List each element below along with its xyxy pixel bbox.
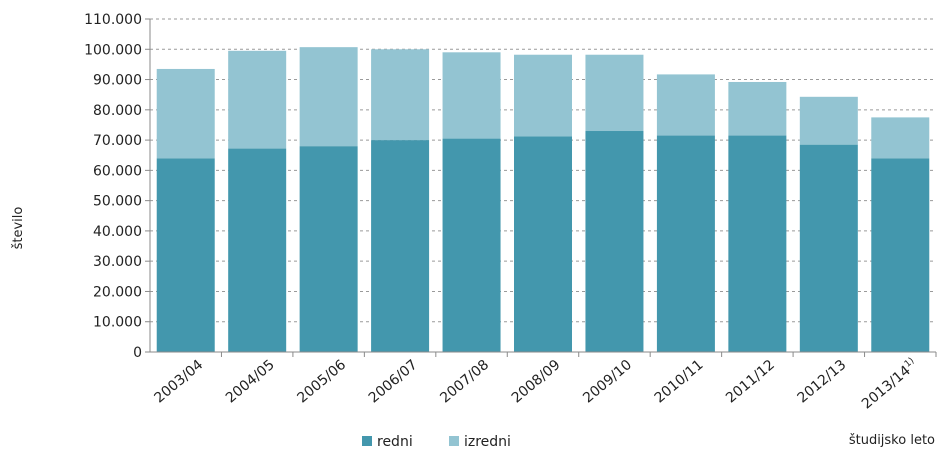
- x-tick-label: 2008/09: [509, 357, 564, 407]
- bar-izredni-3: [371, 49, 430, 141]
- legend-swatch-redni: [362, 436, 372, 446]
- legend-swatch-izredni: [449, 436, 459, 446]
- legend-label-izredni: izredni: [464, 434, 511, 450]
- bar-redni-3: [371, 140, 430, 352]
- y-tick-label: 90.000: [93, 73, 142, 89]
- y-tick-label: 20.000: [93, 284, 142, 300]
- x-tick-label: 2009/10: [580, 357, 635, 407]
- x-axis-title: študijsko leto: [849, 433, 935, 448]
- bar-redni-8: [728, 135, 787, 352]
- bar-redni-4: [442, 138, 501, 352]
- x-tick-label: 2003/04: [151, 357, 206, 407]
- y-tick-label: 70.000: [93, 133, 142, 149]
- bar-izredni-4: [442, 52, 501, 139]
- x-tick-label-text: 2006/07: [366, 357, 421, 407]
- bar-redni-6: [585, 131, 644, 352]
- x-tick-label-text: 2011/12: [723, 357, 778, 407]
- y-tick-label: 50.000: [93, 194, 142, 210]
- bar-redni-1: [228, 148, 287, 352]
- x-tick-label-text: 2005/06: [294, 357, 349, 407]
- bar-izredni-1: [228, 50, 287, 149]
- x-tick-label: 2007/08: [437, 357, 492, 407]
- bar-izredni-5: [514, 54, 572, 137]
- x-tick-label-text: 2009/10: [580, 357, 635, 407]
- x-tick-label: 2012/13: [795, 357, 850, 407]
- bar-izredni-6: [585, 54, 644, 132]
- y-tick-label: 0: [133, 345, 142, 361]
- x-tick-labels: 2003/04 2004/05 2005/06 2006/07 2007/08 2008/…: [151, 356, 921, 412]
- bar-izredni-0: [156, 68, 215, 159]
- bar-izredni-7: [656, 74, 715, 136]
- y-tick-label: 80.000: [93, 103, 142, 119]
- x-tick-label-text: 2003/04: [151, 357, 206, 407]
- x-tick-label: 2004/05: [223, 357, 278, 407]
- legend-label-redni: redni: [377, 434, 413, 450]
- bar-izredni-8: [728, 81, 787, 136]
- y-tick-label: 40.000: [93, 224, 142, 240]
- bar-redni-10: [871, 158, 930, 352]
- bar-redni-7: [656, 135, 715, 352]
- legend: redni izredni: [362, 434, 511, 450]
- bar-izredni-10: [871, 117, 930, 159]
- x-tick-label: 2006/07: [366, 357, 421, 407]
- x-tick-label: 2011/12: [723, 357, 778, 407]
- bar-redni-0: [156, 158, 215, 352]
- x-tick-label: 2005/06: [294, 357, 349, 407]
- bar-redni-9: [799, 144, 858, 352]
- x-tick-label-text: 2004/05: [223, 357, 278, 407]
- bar-izredni-2: [299, 47, 358, 147]
- x-tick-label-text: 2008/09: [509, 357, 564, 407]
- y-tick-label: 10.000: [93, 315, 142, 331]
- y-tick-label: 60.000: [93, 163, 142, 179]
- bar-redni-2: [299, 146, 358, 352]
- y-axis-title: število: [11, 207, 26, 250]
- bar-redni-5: [514, 136, 572, 352]
- y-tick-labels: 0 10.000 20.000 30.000 40.000 50.000 60.000 70.…: [84, 12, 142, 361]
- x-tick-label-text: 2013/14: [859, 363, 914, 413]
- bar-izredni-9: [799, 96, 858, 145]
- x-tick-label-text: 2010/11: [652, 357, 707, 407]
- x-tick-label-text: 2012/13: [795, 357, 850, 407]
- y-tick-label: 110.000: [84, 12, 142, 28]
- bars: [156, 47, 930, 352]
- y-tick-label: 30.000: [93, 254, 142, 270]
- axes: [145, 18, 937, 357]
- x-tick-label: 2013/141): [858, 356, 921, 412]
- y-tick-label: 100.000: [84, 42, 142, 58]
- x-tick-label: 2010/11: [652, 357, 707, 407]
- x-tick-label-text: 2007/08: [437, 357, 492, 407]
